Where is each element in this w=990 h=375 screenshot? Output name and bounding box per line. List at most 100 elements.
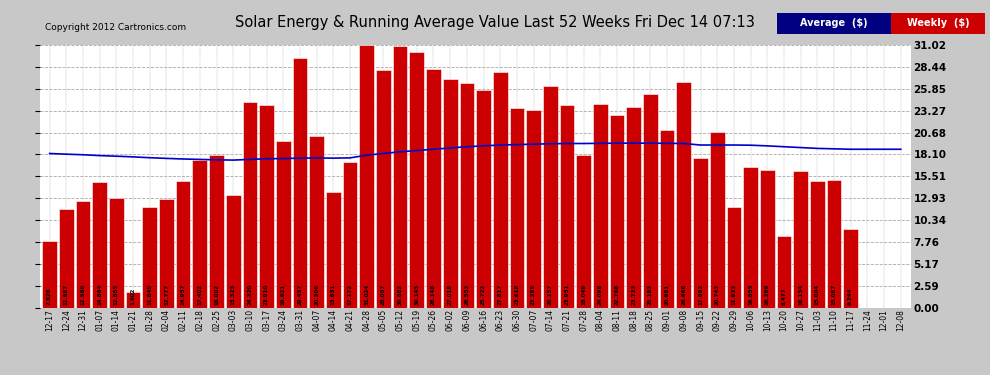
Text: 25.193: 25.193 [647, 284, 653, 305]
Text: Solar Energy & Running Average Value Last 52 Weeks Fri Dec 14 07:13: Solar Energy & Running Average Value Las… [235, 15, 755, 30]
Bar [743, 166, 758, 308]
Text: 19.621: 19.621 [281, 284, 286, 305]
Text: 15.087: 15.087 [832, 284, 837, 305]
Text: 26.666: 26.666 [681, 284, 686, 305]
Bar [543, 86, 557, 308]
Text: 12.885: 12.885 [114, 284, 119, 305]
Text: 7.826: 7.826 [48, 288, 52, 305]
Bar [92, 182, 107, 308]
Bar [276, 141, 291, 308]
Bar [226, 195, 241, 308]
Text: 12.560: 12.560 [80, 284, 85, 305]
Bar [126, 292, 141, 308]
Bar [326, 192, 341, 308]
Bar [343, 162, 357, 308]
Text: 26.552: 26.552 [464, 284, 469, 305]
Text: 11.840: 11.840 [148, 284, 152, 305]
Bar [243, 102, 257, 308]
Text: 9.244: 9.244 [848, 288, 853, 305]
Bar [527, 111, 541, 308]
Text: 11.933: 11.933 [732, 284, 737, 305]
Text: 17.402: 17.402 [197, 284, 202, 305]
Text: 28.148: 28.148 [431, 284, 436, 305]
Bar [493, 72, 508, 308]
Text: 30.143: 30.143 [414, 284, 420, 305]
Bar [75, 201, 90, 308]
Bar [109, 198, 124, 308]
Bar [176, 181, 190, 308]
Text: Copyright 2012 Cartronics.com: Copyright 2012 Cartronics.com [45, 22, 186, 32]
Text: 23.951: 23.951 [564, 284, 569, 305]
Bar [143, 207, 157, 308]
Text: 23.285: 23.285 [531, 284, 537, 305]
Bar [192, 160, 207, 308]
Text: 22.768: 22.768 [615, 284, 620, 305]
Text: 24.098: 24.098 [598, 284, 603, 305]
Bar [59, 209, 73, 308]
Text: 16.269: 16.269 [764, 284, 770, 305]
Text: 27.018: 27.018 [447, 284, 452, 305]
Bar [393, 46, 408, 308]
Text: 11.687: 11.687 [63, 284, 68, 305]
Text: 31.024: 31.024 [364, 284, 369, 305]
Bar [293, 58, 307, 308]
Bar [426, 69, 441, 308]
Text: 17.692: 17.692 [698, 284, 703, 305]
Bar [559, 105, 574, 308]
Text: 26.157: 26.157 [547, 284, 552, 305]
Text: 20.981: 20.981 [664, 284, 669, 305]
Text: 23.733: 23.733 [632, 284, 637, 305]
Bar [776, 236, 791, 308]
Bar [259, 105, 274, 308]
Bar [644, 94, 657, 308]
Text: 23.618: 23.618 [515, 284, 520, 305]
Bar [810, 180, 825, 308]
Text: 13.651: 13.651 [331, 284, 336, 305]
Bar [693, 158, 708, 308]
Text: 28.057: 28.057 [381, 284, 386, 305]
Bar [376, 70, 391, 308]
Bar [576, 155, 591, 308]
Text: 13.323: 13.323 [231, 284, 236, 305]
Text: 27.817: 27.817 [498, 284, 503, 305]
Bar [309, 136, 324, 308]
Bar [843, 229, 858, 308]
Bar [359, 45, 374, 308]
Text: 20.306: 20.306 [314, 284, 319, 305]
Text: 1.802: 1.802 [131, 288, 136, 305]
Text: 29.457: 29.457 [297, 284, 303, 305]
Bar [760, 170, 774, 308]
Text: 14.864: 14.864 [97, 284, 102, 305]
Text: Weekly  ($): Weekly ($) [907, 18, 969, 28]
Bar [410, 53, 424, 308]
Bar [659, 130, 674, 308]
Bar [443, 79, 457, 308]
Bar [676, 82, 691, 308]
Text: 18.049: 18.049 [581, 284, 586, 305]
Bar [43, 241, 57, 308]
Text: 12.777: 12.777 [164, 284, 169, 305]
Text: Average  ($): Average ($) [800, 18, 868, 28]
Text: 16.154: 16.154 [798, 284, 803, 305]
Text: 23.910: 23.910 [264, 284, 269, 305]
Bar [627, 106, 642, 308]
Text: 14.957: 14.957 [180, 284, 186, 305]
Text: 20.743: 20.743 [715, 284, 720, 305]
Text: 16.655: 16.655 [748, 284, 753, 305]
Bar [510, 108, 525, 307]
Bar [159, 200, 174, 308]
Bar [209, 155, 224, 308]
Bar [459, 83, 474, 308]
Bar [710, 132, 725, 308]
Text: 24.320: 24.320 [248, 284, 252, 305]
Text: 15.004: 15.004 [815, 284, 820, 305]
Bar [827, 180, 842, 308]
Bar [610, 115, 625, 308]
Text: 30.882: 30.882 [398, 284, 403, 305]
Bar [727, 207, 742, 308]
Bar [793, 171, 808, 308]
Text: 25.722: 25.722 [481, 284, 486, 305]
Bar [593, 104, 608, 308]
Text: 17.172: 17.172 [347, 284, 352, 305]
Text: 8.477: 8.477 [781, 287, 786, 305]
